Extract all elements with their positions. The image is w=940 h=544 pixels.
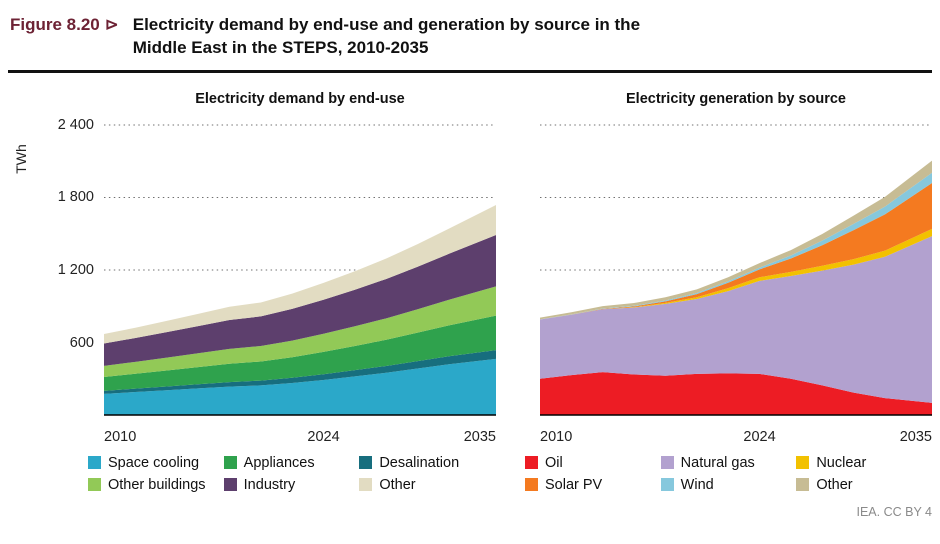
legend-label: Space cooling (108, 454, 200, 471)
legend-label: Appliances (243, 454, 315, 471)
charts-area: TWh 2 400 1 800 1 200 600 Electricity de… (8, 89, 932, 447)
figure-title-line-2: Middle East in the STEPS, 2010-2035 (132, 37, 429, 57)
x-tick-label: 2010 (104, 428, 137, 445)
y-axis: TWh 2 400 1 800 1 200 600 (8, 89, 104, 447)
legend-swatch (359, 478, 373, 492)
y-tick-label: 600 (69, 334, 94, 351)
legend-item: Oil (525, 455, 661, 471)
x-axis-demand: 2010 2024 2035 (104, 425, 496, 447)
chart-title-generation: Electricity generation by source (626, 90, 846, 107)
legend-item: Industry (223, 476, 360, 493)
legend-label: Desalination (379, 454, 460, 471)
legend-item: Other (359, 477, 495, 493)
legend-label: Other buildings (108, 476, 206, 493)
legend-item: Wind (660, 476, 797, 493)
x-axis-generation: 2010 2024 2035 (540, 425, 932, 447)
legend-generation: Oil Natural gas Nuclear Solar PV Wind Ot… (525, 455, 932, 493)
legend-item: Other buildings (88, 477, 224, 493)
chart-panel-generation: Electricity generation by source 2010 20… (540, 89, 932, 447)
stacked-area-chart-generation (540, 124, 932, 416)
x-tick-label: 2035 (899, 428, 932, 445)
legend-swatch (88, 478, 101, 492)
license-credit: IEA. CC BY 4 (856, 504, 933, 519)
x-tick-label: 2024 (307, 428, 340, 445)
x-tick-label: 2024 (743, 428, 776, 445)
y-tick-label: 1 800 (57, 188, 94, 205)
legend-swatch (359, 456, 373, 470)
y-tick-label: 1 200 (57, 261, 94, 278)
legend-item: Natural gas (660, 454, 797, 471)
legend-label: Other (379, 476, 416, 493)
legend-swatch (796, 456, 810, 470)
legend-label: Nuclear (816, 454, 867, 471)
stacked-area-chart-demand (104, 124, 496, 416)
legend-label: Solar PV (545, 476, 603, 493)
legend-swatch (223, 478, 237, 492)
legend-item: Desalination (359, 455, 495, 471)
chart-title-demand: Electricity demand by end-use (195, 90, 405, 107)
x-tick-label: 2010 (540, 428, 573, 445)
legend-swatch (525, 456, 538, 470)
legend-label: Industry (243, 476, 296, 493)
legend-swatch (660, 456, 674, 470)
legend-swatch (660, 478, 674, 492)
legend-item: Other (796, 477, 932, 493)
legend-swatch (88, 456, 101, 470)
figure-title-line-1: Electricity demand by end-use and genera… (132, 15, 641, 34)
legend-item: Nuclear (796, 455, 932, 471)
legend-swatch (525, 478, 538, 492)
legend-swatch (223, 456, 237, 470)
legend-swatch (796, 478, 810, 492)
chart-panel-demand: Electricity demand by end-use 2010 2024 … (104, 89, 496, 447)
y-tick-label: 2 400 (57, 116, 94, 133)
x-tick-label: 2035 (463, 428, 496, 445)
y-axis-unit: TWh (13, 144, 29, 174)
figure-header: Figure 8.20 ⊳ Electricity demand by end-… (8, 10, 932, 73)
figure-title: Electricity demand by end-use and genera… (133, 14, 640, 60)
legend-label: Natural gas (680, 454, 755, 471)
legends: Space cooling Appliances Desalination Ot… (8, 455, 932, 493)
legend-item: Space cooling (88, 455, 224, 471)
legend-label: Wind (680, 476, 714, 493)
legend-item: Appliances (223, 454, 360, 471)
legend-demand: Space cooling Appliances Desalination Ot… (88, 455, 495, 493)
legend-label: Oil (545, 454, 563, 471)
figure-number-label: Figure 8.20 ⊳ (10, 15, 119, 34)
legend-label: Other (816, 476, 853, 493)
legend-item: Solar PV (525, 477, 661, 493)
